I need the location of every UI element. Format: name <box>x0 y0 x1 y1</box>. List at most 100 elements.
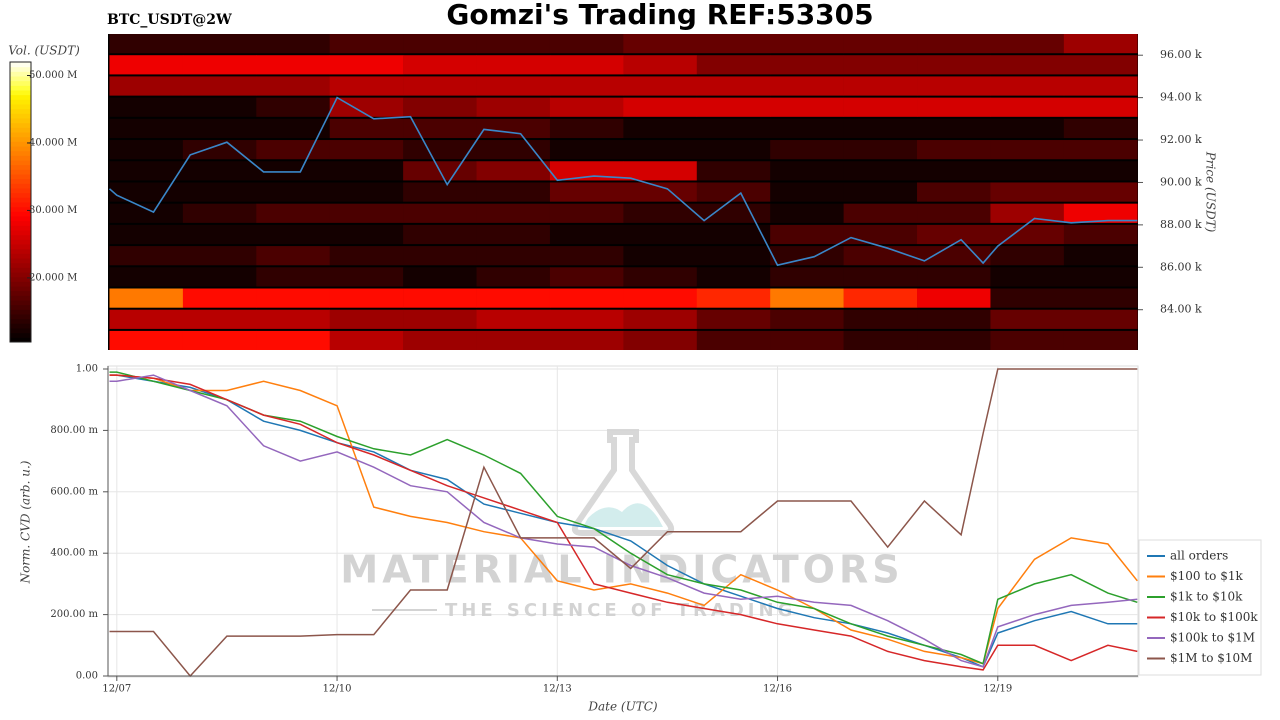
heatmap-cell <box>403 182 477 202</box>
heatmap-cell <box>109 76 184 96</box>
heatmap-cell <box>843 55 918 75</box>
colorbar-segment <box>10 239 31 245</box>
colorbar-segment <box>10 267 31 273</box>
y-tick-label: 90.00 k <box>1160 175 1202 188</box>
heatmap-cell <box>182 55 257 75</box>
heatmap-cell <box>109 161 184 181</box>
colorbar-segment <box>10 253 31 259</box>
heatmap-cell <box>256 330 331 350</box>
heatmap-cell <box>623 203 698 223</box>
heatmap-cell <box>256 76 331 96</box>
heatmap-cell <box>329 118 404 139</box>
colorbar-segment <box>10 304 31 310</box>
heatmap-cell <box>990 288 1065 308</box>
heatmap-cell <box>549 140 624 160</box>
heatmap-cell <box>476 288 551 308</box>
heatmap-cell <box>623 309 698 329</box>
colorbar-segment <box>10 122 31 128</box>
legend-label: $10k to $100k <box>1170 610 1258 624</box>
legend-label: $1M to $10M <box>1170 651 1252 665</box>
heatmap-cell <box>329 203 404 223</box>
page-title: Gomzi's Trading REF:53305 <box>446 0 873 31</box>
heatmap-cell <box>917 288 991 308</box>
heatmap-cell <box>917 97 991 117</box>
colorbar-segment <box>10 216 31 222</box>
heatmap-cell <box>1063 330 1138 350</box>
heatmap-cell <box>403 97 477 117</box>
cvd-lines <box>109 368 1138 677</box>
heatmap-cell <box>843 140 918 160</box>
heatmap-cell <box>549 76 624 96</box>
heatmap-cell <box>917 34 991 54</box>
colorbar-segment <box>10 155 31 161</box>
heatmap-cell <box>990 76 1065 96</box>
heatmap-cell <box>476 203 551 223</box>
heatmap-cell <box>990 34 1065 54</box>
watermark-liquid <box>583 503 663 527</box>
y-tick-label: 1.00 <box>76 364 98 375</box>
heatmap-cell <box>329 76 404 96</box>
colorbar-segment <box>10 146 31 152</box>
heatmap-cell <box>1063 34 1138 54</box>
x-tick-label: 12/07 <box>102 684 131 695</box>
x-axis-label: Date (UTC) <box>587 700 657 714</box>
heatmap-cell <box>990 55 1065 75</box>
heatmap-cell <box>256 203 331 223</box>
heatmap-cell <box>476 34 551 54</box>
heatmap-cell <box>696 34 771 54</box>
heatmap-cell <box>623 246 698 266</box>
heatmap-cell <box>990 330 1065 350</box>
colorbar-tick-label: 30.000 M <box>29 205 77 216</box>
heatmap-cell <box>843 267 918 287</box>
heatmap-cell <box>623 330 698 350</box>
heatmap-cell <box>623 182 698 202</box>
heatmap-cell <box>256 140 331 160</box>
x-tick-label: 12/19 <box>983 684 1012 695</box>
x-tick-label: 12/13 <box>543 684 572 695</box>
heatmap-cell <box>990 224 1065 245</box>
heatmap-cell <box>623 224 698 245</box>
heatmap-cell <box>843 97 918 117</box>
heatmap-cell <box>917 76 991 96</box>
heatmap-cell <box>549 246 624 266</box>
heatmap-cell <box>549 118 624 139</box>
colorbar-segment <box>10 66 31 72</box>
heatmap-cell <box>476 246 551 266</box>
y-tick-label: 0.00 <box>76 671 98 682</box>
colorbar-segment <box>10 164 31 170</box>
heatmap-cell <box>329 224 404 245</box>
heatmap-cell <box>990 97 1065 117</box>
y-tick-label: 96.00 k <box>1160 48 1202 61</box>
heatmap-cell <box>329 309 404 329</box>
colorbar-tick-label: 40.000 M <box>29 137 77 148</box>
heatmap-cell <box>990 267 1065 287</box>
heatmap-cell <box>476 140 551 160</box>
heatmap-cell <box>917 309 991 329</box>
heatmap-cell <box>476 224 551 245</box>
heatmap-cell <box>403 246 477 266</box>
heatmap-cell <box>1063 182 1138 202</box>
heatmap-cell <box>476 118 551 139</box>
heatmap-cell <box>917 246 991 266</box>
colorbar-segment <box>10 62 31 68</box>
heatmap-cell <box>623 140 698 160</box>
heatmap-cell <box>403 76 477 96</box>
heatmap-cell <box>403 55 477 75</box>
colorbar-segment <box>10 178 31 184</box>
heatmap-cell <box>256 55 331 75</box>
heatmap-cell <box>182 224 257 245</box>
colorbar-segment <box>10 188 31 194</box>
colorbar-segment <box>10 323 31 329</box>
heatmap-cell <box>549 161 624 181</box>
heatmap-cell <box>329 246 404 266</box>
colorbar-segment <box>10 197 31 203</box>
colorbar-tick-label: 20.000 M <box>29 272 77 283</box>
heatmap-cell <box>1063 309 1138 329</box>
heatmap-cell <box>403 267 477 287</box>
colorbar-tick-label: 50.000 M <box>29 70 77 81</box>
heatmap-cell <box>1063 55 1138 75</box>
heatmap-cell <box>476 97 551 117</box>
colorbar-segment <box>10 225 31 231</box>
heatmap-cell <box>476 161 551 181</box>
colorbar-segment <box>10 160 31 166</box>
